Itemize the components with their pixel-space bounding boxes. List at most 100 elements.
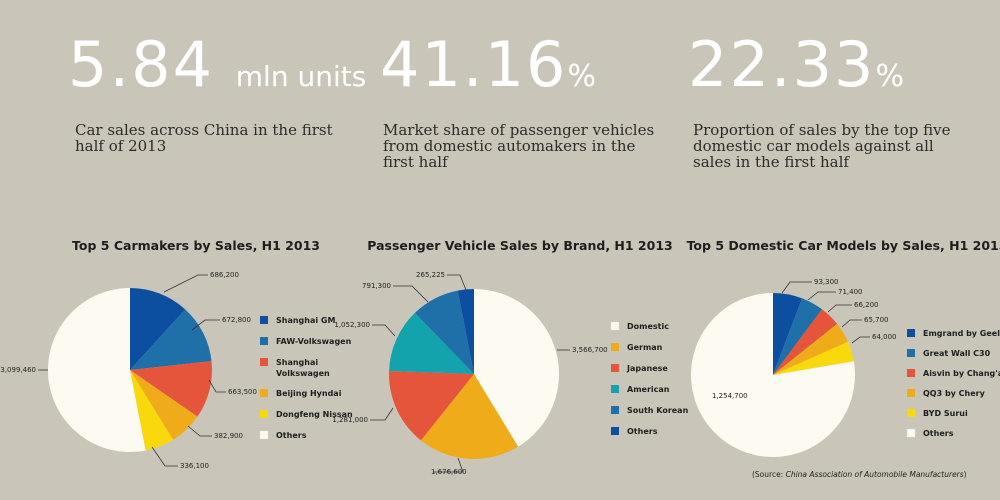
- pie-slice-others: [690, 293, 855, 457]
- leader-line: [851, 336, 870, 344]
- stat-value: 41.16: [380, 28, 568, 101]
- data-label: 791,300: [362, 282, 391, 290]
- legend-label: Japanese: [626, 364, 668, 373]
- stat-top-models-share: 22.33% Proportion of sales by the top fi…: [688, 30, 968, 171]
- data-label: 1,281,000: [332, 416, 368, 424]
- stat-description: Market share of passenger vehicles from …: [383, 121, 655, 171]
- legend-label: Great Wall C30: [923, 349, 991, 358]
- pie-slice-emgrand-by-geely: [773, 293, 803, 375]
- legend-label: Shanghai GM: [276, 316, 335, 325]
- chart-title: Passenger Vehicle Sales by Brand, H1 201…: [367, 238, 672, 253]
- legend-swatch: [907, 389, 915, 397]
- pie-slice-shanghai-volkswagen: [130, 361, 212, 417]
- stat-domestic-share-value: 41.16%: [380, 30, 670, 112]
- leader-line: [151, 446, 178, 467]
- source-prefix: (Source:: [752, 470, 784, 479]
- legend-swatch: [611, 427, 619, 435]
- pie-chart-1: Top 5 Carmakers by Sales, H1 2013 686,200…: [0, 238, 353, 470]
- stat-value: 22.33: [688, 28, 876, 101]
- leader-line: [781, 281, 812, 294]
- pie-slice-qq3-by-chery: [773, 323, 848, 375]
- data-label: 3,099,460: [0, 366, 36, 374]
- legend-label: Shanghai Volkswagen: [276, 358, 330, 378]
- legend-swatch: [907, 369, 915, 377]
- data-label: 3,566,700: [572, 346, 608, 354]
- legend-label: Dongfeng Nissan: [276, 410, 353, 419]
- pie-chart-2: Passenger Vehicle Sales by Brand, H1 201…: [332, 238, 688, 476]
- stat-description: Car sales across China in the first half…: [75, 121, 333, 155]
- chart-title: Top 5 Carmakers by Sales, H1 2013: [72, 238, 320, 253]
- legend-swatch: [260, 389, 268, 397]
- data-label: 382,900: [214, 432, 243, 440]
- stat-car-sales: 5.84 mln units Car sales across China in…: [68, 28, 366, 155]
- data-label: 1,676,600: [431, 468, 467, 476]
- pie-slice-german: [420, 374, 519, 459]
- legend-label: Domestic: [627, 322, 669, 331]
- data-label: 663,500: [228, 388, 257, 396]
- pie-slice-others: [457, 289, 474, 374]
- legend-label: Emgrand by Geely: [923, 329, 1000, 338]
- legend-swatch: [260, 410, 268, 418]
- legend-swatch: [611, 385, 619, 393]
- legend-label: South Korean: [627, 406, 689, 415]
- stat-unit: %: [875, 59, 905, 94]
- stat-domestic-share: 41.16% Market share of passenger vehicle…: [380, 30, 670, 171]
- leader-line: [393, 285, 429, 303]
- pie-slice-great-wall-c30: [773, 298, 823, 375]
- pie-slice-shanghai-gm: [130, 288, 186, 370]
- legend-label: FAW-Volkswagen: [276, 337, 352, 346]
- data-label: 93,300: [814, 278, 839, 286]
- legend-label: QQ3 by Chery: [923, 389, 986, 398]
- data-label: 336,100: [180, 462, 209, 470]
- stat-top-models-share-value: 22.33%: [688, 30, 968, 112]
- data-label: 686,200: [210, 271, 239, 279]
- pie-slice-faw-volkswagen: [130, 309, 212, 370]
- source-name: China Association of Automobile Manufact…: [785, 470, 964, 479]
- legend-label: Aisvin by Chang'an: [923, 369, 1000, 378]
- data-label: 265,225: [416, 271, 445, 279]
- leader-line: [447, 274, 467, 291]
- data-label: 66,200: [854, 301, 879, 309]
- leader-line: [841, 319, 862, 328]
- leader-line: [372, 324, 396, 337]
- legend-label: Others: [627, 427, 658, 436]
- leader-line: [827, 304, 852, 313]
- legend-swatch: [611, 343, 619, 351]
- legend-swatch: [611, 364, 619, 372]
- pie-slice-japanese: [389, 370, 474, 441]
- pie-slice-byd-surui: [773, 341, 854, 375]
- pie-slice-american: [389, 312, 474, 374]
- legend-swatch: [906, 428, 916, 438]
- stat-car-sales-value: 5.84 mln units: [68, 28, 366, 112]
- legend-swatch: [611, 406, 619, 414]
- pie-slice-domestic: [474, 289, 559, 447]
- stat-value: 5.84: [68, 28, 215, 101]
- chart-title: Top 5 Domestic Car Models by Sales, H1 2…: [687, 238, 1000, 253]
- legend-swatch: [260, 316, 268, 324]
- pie-slice-beijing-hyndai: [130, 370, 198, 440]
- stat-unit: mln units: [235, 60, 367, 93]
- legend-label: BYD Surui: [923, 409, 968, 418]
- legend-label: American: [627, 385, 670, 394]
- legend-swatch: [907, 349, 915, 357]
- data-label: 71,400: [838, 288, 863, 296]
- legend-swatch: [260, 358, 268, 366]
- leader-line: [370, 407, 394, 421]
- pie-slice-aisvin-by-chang-an: [773, 309, 838, 375]
- legend-label: Beijing Hyndai: [276, 389, 342, 398]
- stat-description: Proportion of sales by the top five dome…: [693, 121, 951, 171]
- legend-swatch: [907, 409, 915, 417]
- source-note: (Source: China Association of Automobile…: [752, 470, 967, 479]
- pie-slice-dongfeng-nissan: [130, 370, 174, 451]
- leader-line: [807, 291, 836, 301]
- legend-swatch: [259, 430, 269, 440]
- legend-swatch: [907, 329, 915, 337]
- pie-slice-south-korean: [414, 290, 474, 374]
- source-suffix: ): [963, 470, 967, 479]
- leader-line: [187, 425, 212, 437]
- legend-label: German: [627, 343, 663, 352]
- leader-line: [163, 274, 208, 293]
- pie-chart-3: Top 5 Domestic Car Models by Sales, H1 2…: [687, 238, 1000, 457]
- legend-label: Others: [276, 431, 307, 440]
